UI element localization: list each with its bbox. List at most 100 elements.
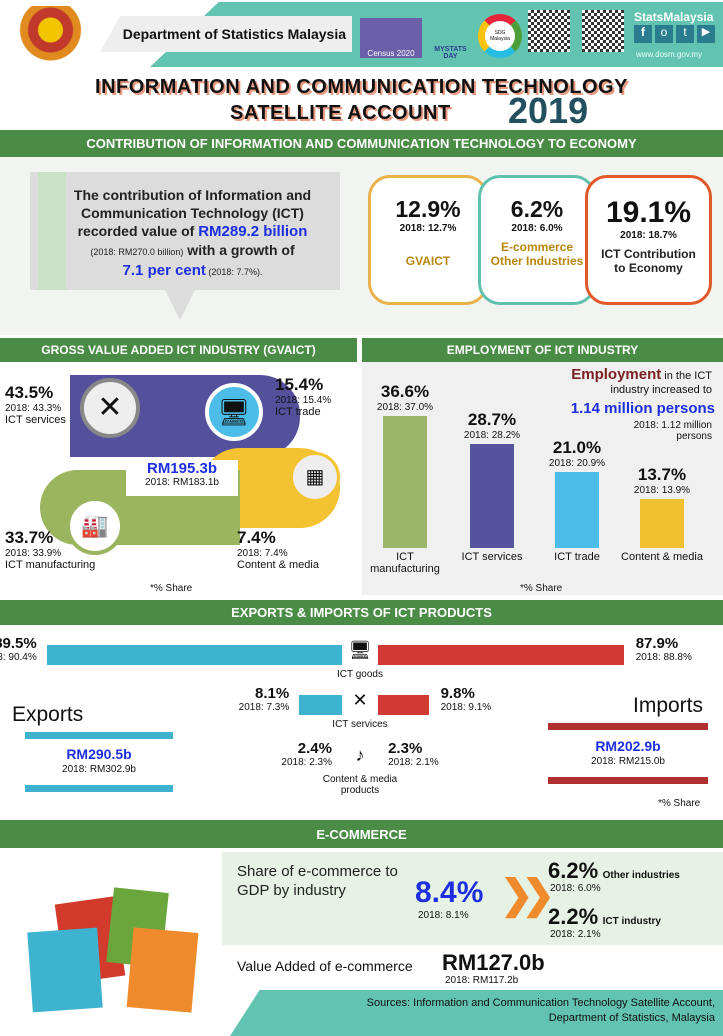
va-label: Value Added of e-commerce bbox=[237, 958, 413, 974]
export-share: 2.4% bbox=[297, 740, 332, 757]
title-line2: SATELLITE ACCOUNT bbox=[230, 102, 451, 124]
exports-bar bbox=[46, 645, 360, 665]
card-percent: 19.1% bbox=[605, 196, 692, 229]
share-label: Share of e-commerce to GDP by industry bbox=[237, 863, 398, 899]
ecommerce-share-prev: 2018: 8.1% bbox=[418, 910, 469, 921]
export-share-group: 8.1% 2018: 7.3% bbox=[159, 685, 290, 713]
bar-prev-label: 2018: 37.0% bbox=[376, 402, 434, 413]
qr-code-icon[interactable] bbox=[528, 10, 570, 52]
employment-bar bbox=[640, 498, 684, 548]
shopping-bags-image bbox=[27, 870, 210, 1020]
import-prev: 2018: 88.8% bbox=[635, 652, 692, 663]
growth-value: 7.1 per cent bbox=[122, 262, 206, 279]
import-share-group: 9.8% 2018: 9.1% bbox=[441, 685, 492, 713]
contribution-value: RM289.2 billion bbox=[198, 223, 308, 240]
contribution-text: The contribution of Information and Comm… bbox=[73, 187, 312, 279]
gva-note: *% Share bbox=[150, 583, 193, 594]
card-label: GVAICT bbox=[405, 254, 451, 268]
gva-total: RM195.3b bbox=[146, 460, 218, 477]
source-text: Sources: Information and Communication T… bbox=[366, 997, 715, 1024]
bar-category-label: ICT trade bbox=[554, 551, 600, 563]
tools-icon: ✕ bbox=[342, 690, 378, 720]
card-prev: 2018: 6.0% bbox=[511, 223, 563, 234]
monitor-icon: 🖥 bbox=[342, 640, 378, 670]
import-share: 2.3% bbox=[388, 740, 423, 757]
imports-line bbox=[548, 723, 708, 730]
source-band bbox=[230, 990, 723, 1036]
bar-value-label: 21.0% bbox=[552, 438, 602, 458]
gva-item: 33.7% 2018: 33.9% ICT manufacturing bbox=[5, 528, 95, 571]
import-share-group: 2.3% 2018: 2.1% bbox=[388, 740, 439, 768]
export-share-group: 2.4% 2018: 2.3% bbox=[202, 740, 332, 768]
imports-line bbox=[548, 777, 708, 784]
gva-label: ICT manufacturing bbox=[5, 559, 96, 571]
sdg-logo: SDG Malaysia bbox=[478, 14, 522, 58]
gva-prev: 2018: 7.4% bbox=[237, 548, 288, 559]
title-year: 2019 bbox=[508, 90, 589, 131]
export-share-group: 89.5%2018: 90.4% bbox=[0, 635, 37, 663]
ecommerce-share: 8.4% bbox=[415, 876, 484, 909]
gva-prev: 2018: 33.9% bbox=[5, 548, 62, 559]
gva-label: ICT trade bbox=[275, 406, 321, 418]
bar-prev-label: 2018: 28.2% bbox=[463, 430, 521, 442]
section-header-contribution: CONTRIBUTION OF INFORMATION AND COMMUNIC… bbox=[0, 130, 723, 157]
bar-category-label: ICT services bbox=[461, 551, 523, 563]
import-prev: 2018: 9.1% bbox=[440, 702, 492, 713]
youtube-icon[interactable]: ▶ bbox=[697, 25, 715, 43]
bar-category-label: ICT manufacturing bbox=[370, 551, 440, 575]
contribution-card: 6.2% 2018: 6.0% E-commerce Other Industr… bbox=[478, 175, 596, 305]
facebook-icon[interactable]: f bbox=[634, 25, 652, 43]
employment-prev: 2018: 1.12 million persons bbox=[633, 420, 712, 442]
card-label: E-commerce Other Industries bbox=[490, 240, 584, 268]
export-share: 8.1% bbox=[255, 685, 290, 702]
qr-code-icon[interactable] bbox=[582, 10, 624, 52]
dept-name: Department of Statistics Malaysia bbox=[122, 26, 346, 42]
manufacturing-icon: 🏭 bbox=[66, 497, 124, 555]
instagram-icon[interactable]: o bbox=[655, 25, 673, 43]
gva-label: Content & media bbox=[237, 559, 319, 571]
ict-industry-share: 2.2% ICT industry bbox=[548, 904, 661, 929]
bar-prev-label: 2018: 13.9% bbox=[633, 484, 691, 496]
ecommerce-panel bbox=[222, 852, 723, 945]
exports-label: Exports bbox=[12, 703, 84, 726]
export-prev: 2018: 2.3% bbox=[281, 757, 332, 768]
employment-note: *% Share bbox=[520, 583, 563, 594]
imports-bar bbox=[360, 645, 624, 665]
services-icon: ✕ bbox=[80, 378, 140, 438]
bar-value-label: 36.6% bbox=[380, 382, 430, 401]
imports-value: RM202.9b bbox=[595, 738, 661, 754]
coat-of-arms-logo bbox=[8, 6, 93, 66]
gva-share: 7.4% bbox=[237, 528, 276, 547]
green-strip bbox=[38, 172, 66, 290]
export-prev: 2018: 7.3% bbox=[238, 702, 290, 713]
mystats-logo: MYSTATS DAY bbox=[434, 46, 467, 60]
exports-line bbox=[25, 732, 173, 739]
media-icon: ♪ bbox=[342, 745, 378, 775]
card-percent: 12.9% bbox=[395, 196, 461, 222]
twitter-icon[interactable]: t bbox=[676, 25, 694, 43]
card-label: ICT Contribution to Economy bbox=[601, 247, 696, 275]
gva-total-box: RM195.3b 2018: RM183.1b bbox=[126, 460, 238, 496]
website-url[interactable]: www.dosm.gov.my bbox=[636, 50, 703, 59]
product-label: ICT services bbox=[332, 719, 388, 730]
card-prev: 2018: 18.7% bbox=[620, 230, 677, 241]
social-icons: f o t ▶ bbox=[634, 25, 715, 43]
gva-share: 33.7% bbox=[5, 528, 54, 547]
double-chevron-icon: ❯❯ bbox=[500, 873, 555, 917]
exports-prev: 2018: RM302.9b bbox=[62, 764, 136, 775]
exports-value: RM290.5b bbox=[66, 746, 132, 762]
trade-note: *% Share bbox=[658, 798, 701, 809]
product-label: Content & media products bbox=[322, 774, 398, 796]
import-share: 87.9% bbox=[635, 635, 679, 652]
contribution-card: 12.9% 2018: 12.7% GVAICT bbox=[368, 175, 488, 305]
gva-share: 43.5% bbox=[5, 383, 54, 402]
employment-bar bbox=[383, 416, 427, 548]
imports-label: Imports bbox=[633, 694, 704, 717]
product-label: ICT goods bbox=[337, 669, 383, 680]
gva-share: 15.4% bbox=[275, 375, 324, 394]
brand-name: StatsMalaysia bbox=[634, 10, 714, 24]
gva-prev: 2018: 15.4% bbox=[275, 395, 332, 406]
bar-category-label: Content & media bbox=[621, 551, 703, 563]
contribution-card: 19.1% 2018: 18.7% ICT Contribution to Ec… bbox=[585, 175, 712, 305]
content-media-icon: ▦ bbox=[290, 452, 340, 502]
